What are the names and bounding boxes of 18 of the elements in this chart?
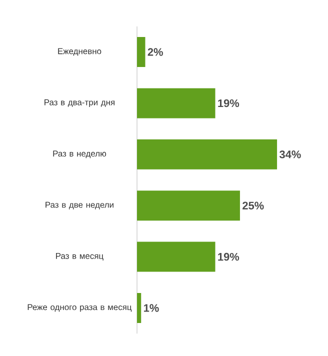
y-tick-label: Раз в месяц <box>56 253 104 261</box>
bar <box>137 242 216 272</box>
y-tick-label: Раз в две недели <box>46 202 114 210</box>
data-label: 25% <box>242 202 264 210</box>
y-tick-label: Реже одного раза в месяц <box>28 304 132 312</box>
bar <box>137 139 278 170</box>
data-label: 34% <box>279 150 301 158</box>
data-label: 2% <box>148 48 163 56</box>
data-label: 1% <box>144 304 159 312</box>
bar <box>137 190 240 221</box>
bar <box>137 293 142 324</box>
bar <box>137 37 146 68</box>
data-label: 19% <box>218 252 240 261</box>
bar <box>137 88 216 118</box>
y-tick-label: Раз в два-три дня <box>44 99 114 107</box>
y-tick-label: Раз в неделю <box>53 150 106 158</box>
data-label: 19% <box>218 99 240 108</box>
y-tick-label: Ежедневно <box>58 48 102 56</box>
